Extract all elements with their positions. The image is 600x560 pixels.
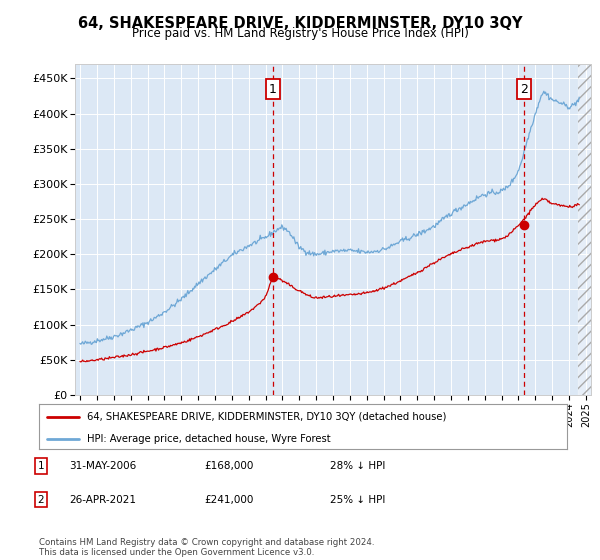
Text: 2: 2	[37, 494, 44, 505]
Text: Contains HM Land Registry data © Crown copyright and database right 2024.
This d: Contains HM Land Registry data © Crown c…	[39, 538, 374, 557]
Text: 31-MAY-2006: 31-MAY-2006	[69, 461, 136, 471]
Text: 2: 2	[520, 82, 528, 96]
Bar	[578, 64, 595, 395]
Text: 1: 1	[269, 82, 277, 96]
Text: 25% ↓ HPI: 25% ↓ HPI	[330, 494, 385, 505]
Text: 26-APR-2021: 26-APR-2021	[69, 494, 136, 505]
Bar	[578, 64, 595, 395]
Text: £168,000: £168,000	[204, 461, 253, 471]
Text: 64, SHAKESPEARE DRIVE, KIDDERMINSTER, DY10 3QY: 64, SHAKESPEARE DRIVE, KIDDERMINSTER, DY…	[78, 16, 522, 31]
Text: HPI: Average price, detached house, Wyre Forest: HPI: Average price, detached house, Wyre…	[86, 434, 330, 444]
Text: 1: 1	[37, 461, 44, 471]
Text: 64, SHAKESPEARE DRIVE, KIDDERMINSTER, DY10 3QY (detached house): 64, SHAKESPEARE DRIVE, KIDDERMINSTER, DY…	[86, 412, 446, 422]
Text: Price paid vs. HM Land Registry's House Price Index (HPI): Price paid vs. HM Land Registry's House …	[131, 27, 469, 40]
Text: 28% ↓ HPI: 28% ↓ HPI	[330, 461, 385, 471]
Text: £241,000: £241,000	[204, 494, 253, 505]
